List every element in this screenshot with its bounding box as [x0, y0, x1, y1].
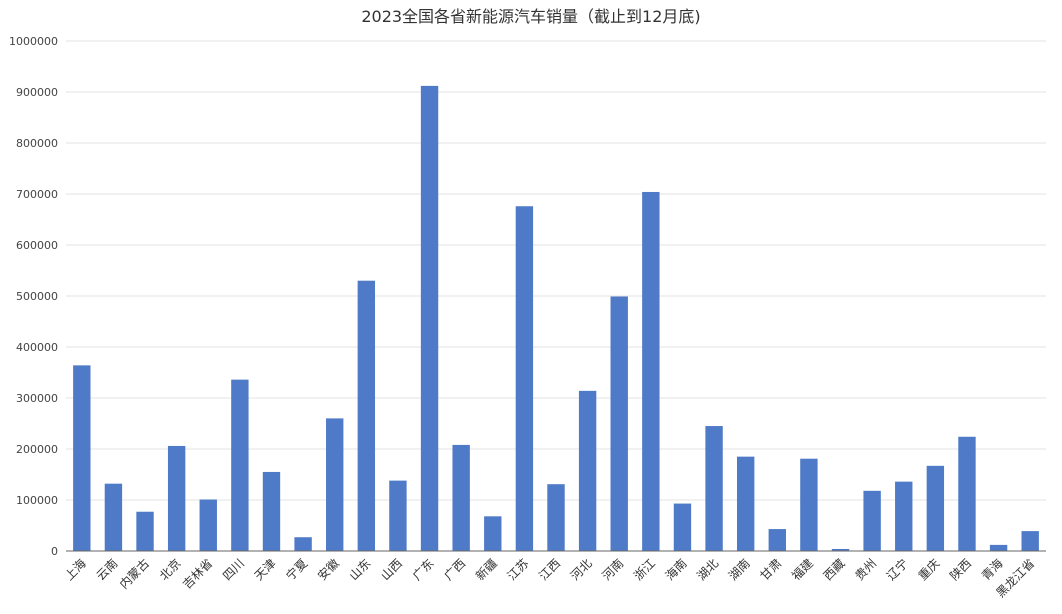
- bar: [263, 472, 280, 551]
- x-tick-label: 江苏: [505, 556, 532, 583]
- y-tick-label: 600000: [16, 239, 58, 252]
- bar: [895, 482, 912, 551]
- x-tick-label: 吉林省: [180, 556, 215, 591]
- x-tick-label: 陕西: [947, 556, 975, 584]
- x-tick-label: 上海: [61, 556, 89, 584]
- y-axis-ticks: 0 100000 200000 300000 400000 500000 600000 700…: [9, 35, 58, 558]
- x-tick-label: 重庆: [916, 556, 943, 583]
- bar: [136, 512, 153, 551]
- x-tick-label: 山西: [378, 556, 405, 583]
- bar: [737, 457, 754, 551]
- x-tick-label: 西藏: [821, 556, 848, 583]
- bar: [547, 484, 564, 551]
- bar: [927, 466, 944, 551]
- x-tick-label: 湖南: [725, 556, 753, 584]
- x-tick-label: 福建: [788, 556, 816, 584]
- x-tick-label: 四川: [220, 556, 247, 583]
- y-tick-label: 400000: [16, 341, 58, 354]
- x-tick-label: 河北: [568, 556, 595, 583]
- y-tick-label: 200000: [16, 443, 58, 456]
- bar: [294, 537, 311, 551]
- bar: [1022, 531, 1039, 551]
- bars: [73, 86, 1039, 551]
- x-tick-label: 山东: [347, 556, 374, 583]
- x-tick-label: 江西: [536, 556, 563, 583]
- bar: [421, 86, 438, 551]
- x-tick-label: 湖北: [694, 556, 722, 584]
- x-tick-label: 新疆: [472, 556, 500, 584]
- x-tick-label: 云南: [93, 556, 121, 584]
- x-tick-label: 海南: [662, 556, 690, 584]
- bar: [452, 445, 469, 551]
- x-tick-label: 内蒙古: [116, 556, 152, 592]
- bar: [863, 491, 880, 551]
- x-tick-label: 青海: [978, 556, 1006, 584]
- bar: [326, 418, 343, 551]
- bar: [484, 516, 501, 551]
- y-tick-label: 800000: [16, 137, 58, 150]
- bar: [990, 545, 1007, 551]
- bar: [800, 459, 817, 551]
- y-tick-label: 500000: [16, 290, 58, 303]
- bar: [579, 391, 596, 551]
- x-tick-label: 甘肃: [758, 556, 785, 583]
- x-tick-label: 宁夏: [283, 556, 311, 584]
- bar: [769, 529, 786, 551]
- bar: [200, 499, 217, 551]
- bar: [642, 192, 659, 551]
- bar: [674, 504, 691, 551]
- bar: [358, 281, 375, 551]
- y-tick-label: 0: [51, 545, 58, 558]
- x-tick-label: 辽宁: [883, 556, 911, 584]
- bar: [168, 446, 185, 551]
- bar: [73, 365, 90, 551]
- y-tick-label: 100000: [16, 494, 58, 507]
- x-tick-label: 浙江: [631, 556, 658, 583]
- bar: [105, 484, 122, 551]
- bar: [389, 481, 406, 551]
- x-tick-label: 广东: [410, 556, 437, 583]
- bar: [958, 437, 975, 551]
- x-tick-label: 安徽: [314, 556, 342, 584]
- x-tick-label: 天津: [252, 556, 279, 583]
- gridlines: [66, 41, 1046, 500]
- y-tick-label: 300000: [16, 392, 58, 405]
- x-tick-label: 河南: [599, 556, 627, 584]
- bar: [611, 297, 628, 551]
- x-tick-label: 广西: [441, 556, 468, 583]
- y-tick-label: 900000: [16, 86, 58, 99]
- bar: [705, 426, 722, 551]
- bar: [516, 206, 533, 551]
- bar: [231, 380, 248, 551]
- chart-title: 2023全国各省新能源汽车销量（截止到12月底): [361, 7, 700, 26]
- y-tick-label: 700000: [16, 188, 58, 201]
- y-tick-label: 1000000: [9, 35, 58, 48]
- x-tick-label: 贵州: [852, 556, 879, 583]
- x-tick-label: 北京: [157, 556, 184, 583]
